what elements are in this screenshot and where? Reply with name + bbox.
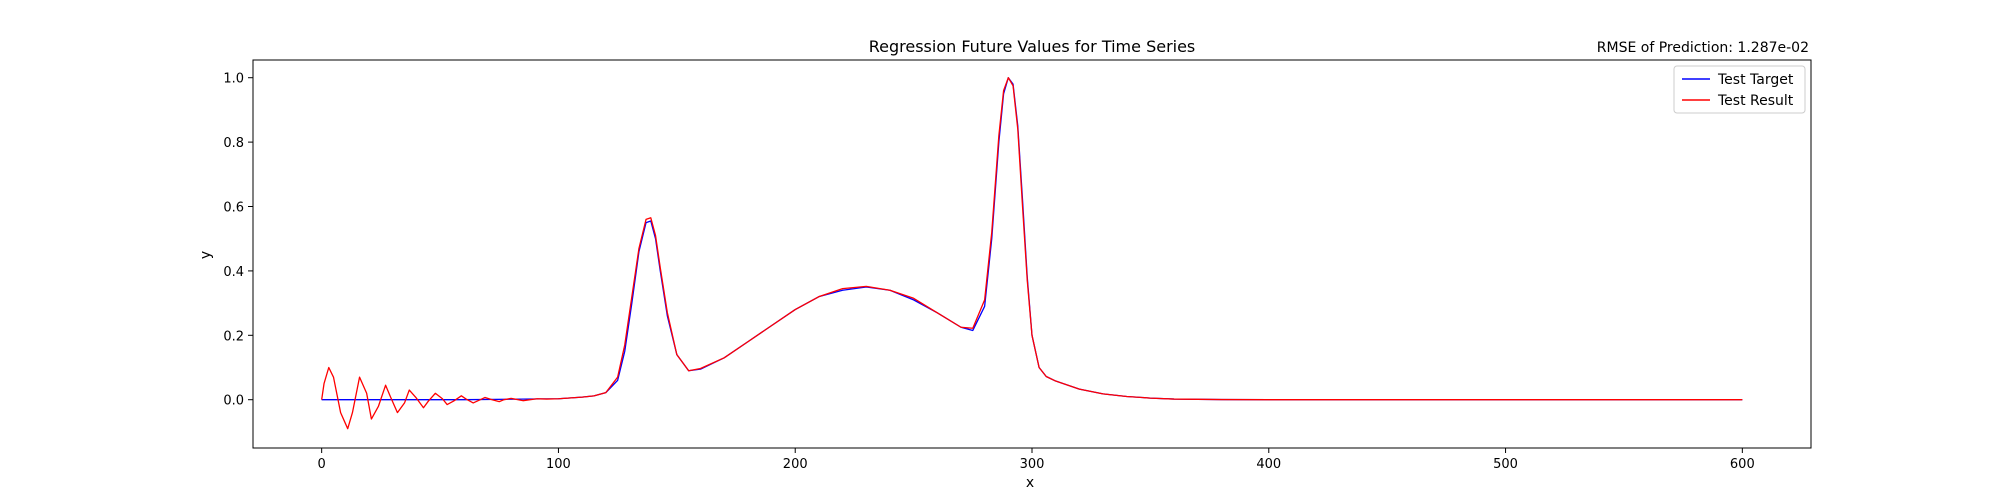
y-tick-label: 0.8 <box>223 136 244 151</box>
plot-area: 0 100 200 300 400 500 600 0.0 0.2 0.4 0.6 0.8 1.0 <box>223 59 1812 472</box>
y-tick-label: 0.6 <box>223 201 244 216</box>
chart-title: Regression Future Values for Time Series <box>869 37 1196 56</box>
x-tick-label: 200 <box>783 457 808 472</box>
y-tick-label: 0.2 <box>223 329 244 344</box>
legend-label-test-target: Test Target <box>1717 72 1794 88</box>
x-tick-label: 300 <box>1020 457 1045 472</box>
x-tick-label: 100 <box>546 457 571 472</box>
x-tick-label: 0 <box>318 457 326 472</box>
y-tick-label: 0.4 <box>223 265 244 280</box>
x-tick-label: 600 <box>1730 457 1755 472</box>
x-tick-label: 400 <box>1256 457 1281 472</box>
y-tick-label: 1.0 <box>223 72 244 87</box>
y-tick-label: 0.0 <box>223 394 244 409</box>
x-axis-label: x <box>1026 475 1034 491</box>
y-axis-label: y <box>198 251 214 259</box>
x-tick-label: 500 <box>1493 457 1518 472</box>
legend-label-test-result: Test Result <box>1717 93 1794 109</box>
rmse-label: RMSE of Prediction: 1.287e-02 <box>1597 40 1809 56</box>
legend-box <box>1673 65 1806 114</box>
series-line-test-target <box>321 77 1743 401</box>
plot-frame <box>252 59 1812 449</box>
series-line-test-result <box>321 77 1743 430</box>
legend: Test Target Test Result <box>1673 65 1806 114</box>
